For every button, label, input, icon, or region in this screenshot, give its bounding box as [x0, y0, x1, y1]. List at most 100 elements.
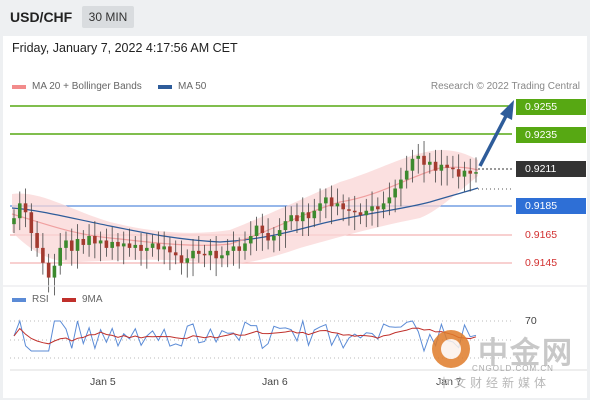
candle-body	[150, 243, 155, 248]
candle-body	[110, 241, 114, 248]
rsi-swatch	[12, 297, 26, 302]
timeframe-button[interactable]: 30 MIN	[82, 6, 134, 28]
candle-body	[451, 167, 455, 170]
candle-body	[185, 258, 190, 263]
candle-body	[381, 203, 386, 210]
candle-body	[145, 247, 149, 251]
candle-body	[121, 243, 126, 247]
candle-body	[295, 215, 299, 222]
rsi-ma-label: 9MA	[82, 294, 103, 305]
candle-body	[312, 210, 317, 219]
brand-logo-icon	[432, 330, 470, 368]
copyright-text: Research © 2022 Trading Central	[430, 81, 580, 92]
watermark-site: CNGOLD.COM.CN	[472, 364, 554, 373]
candle-body	[214, 250, 218, 259]
forecast-arrow-shaft	[478, 115, 508, 167]
candle-body	[208, 250, 213, 256]
candle-body	[468, 170, 473, 174]
ma20-swatch	[12, 84, 26, 89]
candle-body	[17, 203, 22, 219]
ma50-label: MA 50	[178, 81, 207, 92]
candle-body	[329, 197, 334, 207]
legend-rsi-ma: 9MA	[62, 294, 103, 305]
candle-body	[69, 240, 74, 251]
watermark-brand: 中金网	[478, 336, 574, 371]
candle-body	[300, 212, 305, 222]
watermark-sub: 中文财经新媒体	[438, 376, 551, 390]
candle-body	[428, 161, 432, 165]
candle-body	[433, 161, 438, 171]
candle-body	[58, 247, 62, 266]
candle-body	[52, 265, 57, 278]
candle-body	[404, 170, 409, 180]
candle-body	[456, 169, 461, 177]
candle-body	[376, 206, 380, 210]
candle-body	[104, 240, 109, 248]
candle-body	[168, 246, 172, 253]
candle-body	[393, 188, 397, 198]
candle-body	[75, 238, 80, 251]
candle-body	[260, 225, 265, 234]
candle-body	[474, 172, 478, 174]
chart-datetime: Friday, January 7, 2022 4:17:56 AM CET	[12, 41, 238, 55]
candle-body	[364, 210, 369, 216]
level-tag-9235: 0.9235	[516, 127, 586, 143]
candle-body	[12, 218, 16, 225]
candle-body	[29, 212, 34, 234]
candle-body	[399, 179, 403, 189]
bollinger-band	[12, 150, 478, 265]
candle-body	[87, 236, 91, 245]
x-label-jan6: Jan 6	[262, 376, 288, 388]
ma50-line	[11, 187, 479, 243]
candle-body	[98, 240, 103, 244]
candle-body	[358, 212, 363, 216]
candle-body	[266, 233, 270, 241]
candle-body	[156, 243, 161, 250]
rsi-ma-swatch	[62, 297, 76, 302]
ma50-swatch	[158, 84, 172, 89]
rsi-line	[13, 319, 477, 353]
level-tag-9185: 0.9185	[516, 198, 586, 214]
candle-body	[277, 230, 282, 237]
candle-body	[64, 240, 68, 248]
forecast-arrow-head	[500, 100, 514, 120]
candle-body	[445, 164, 449, 168]
candle-body	[220, 255, 224, 259]
candle-body	[416, 155, 421, 159]
candle-body	[387, 197, 392, 204]
candle-body	[324, 197, 328, 204]
candle-body	[93, 236, 97, 244]
candlestick-series	[12, 140, 478, 296]
legend-ma20: MA 20 + Bollinger Bands	[12, 81, 142, 92]
candle-body	[289, 215, 293, 222]
legend-rsi: RSI	[12, 294, 49, 305]
candle-body	[116, 241, 120, 247]
candle-body	[439, 164, 444, 171]
x-label-jan5: Jan 5	[90, 376, 116, 388]
candle-body	[23, 203, 28, 213]
candle-body	[197, 250, 201, 254]
candle-body	[318, 203, 322, 211]
level-tag-9211: 0.9211	[516, 161, 586, 177]
candle-body	[81, 238, 86, 245]
candle-body	[335, 203, 340, 207]
candle-body	[35, 233, 39, 248]
rsi-level-label: 70	[525, 315, 537, 327]
candle-body	[283, 221, 288, 231]
level-tag-9255: 0.9255	[516, 99, 586, 115]
candle-body	[272, 236, 276, 241]
level-tag-9145: 0.9145	[525, 257, 558, 269]
candle-body	[127, 243, 132, 248]
candle-body	[347, 209, 351, 211]
rsi-ma-line	[13, 327, 477, 345]
legend-ma50: MA 50	[158, 81, 206, 92]
candle-body	[422, 155, 426, 165]
ma20-label: MA 20 + Bollinger Bands	[32, 81, 142, 92]
level-tag-9165: 0.9165	[525, 229, 558, 241]
candle-body	[237, 246, 242, 251]
candle-body	[162, 246, 166, 250]
candle-body	[225, 250, 230, 256]
candle-body	[248, 236, 253, 244]
candle-body	[370, 206, 374, 211]
